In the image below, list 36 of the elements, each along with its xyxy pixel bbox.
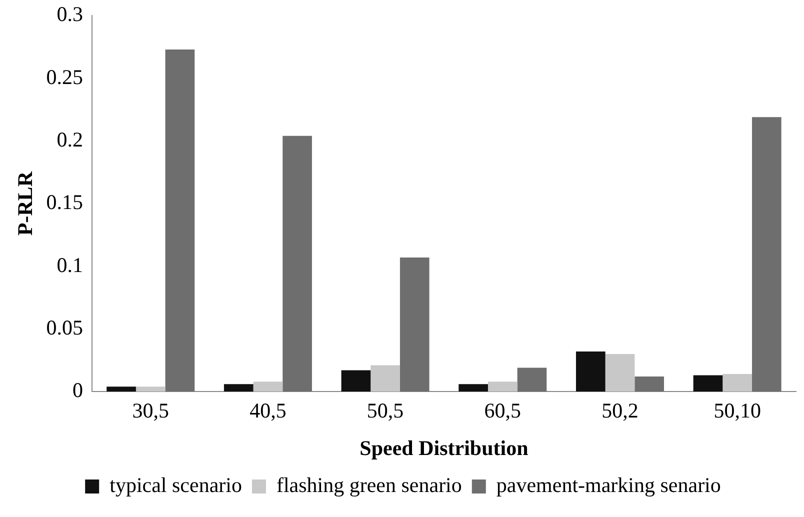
x-tick-label: 50,5 bbox=[366, 398, 404, 423]
y-tick-label: 0.15 bbox=[46, 190, 83, 214]
bar bbox=[722, 374, 752, 392]
bar bbox=[136, 386, 166, 392]
x-tick-label: 30,5 bbox=[132, 398, 169, 423]
bar bbox=[576, 351, 606, 392]
bar bbox=[605, 354, 635, 392]
bar bbox=[458, 384, 488, 392]
bar bbox=[165, 49, 195, 392]
bar bbox=[370, 365, 400, 392]
bar bbox=[517, 368, 547, 392]
legend-label: flashing green senario bbox=[276, 473, 462, 498]
y-tick-label: 0.3 bbox=[56, 2, 83, 26]
y-tick-label: 0.1 bbox=[56, 252, 83, 277]
bar bbox=[693, 375, 723, 392]
y-tick-label: 0.25 bbox=[46, 64, 83, 89]
bar bbox=[400, 257, 430, 392]
x-tick-label: 50,10 bbox=[714, 398, 761, 423]
x-axis-title: Speed Distribution bbox=[360, 436, 529, 460]
y-tick-label: 0 bbox=[72, 378, 83, 402]
y-tick-label: 0.05 bbox=[46, 315, 83, 340]
bar bbox=[634, 376, 664, 392]
bar bbox=[341, 370, 371, 392]
bar bbox=[224, 384, 254, 392]
y-tick-label: 0.2 bbox=[56, 127, 83, 152]
bar bbox=[752, 117, 782, 392]
y-axis-title: P-RLR bbox=[13, 170, 38, 236]
bar bbox=[282, 136, 312, 392]
x-tick-label: 60,5 bbox=[484, 398, 522, 423]
x-tick-label: 50,2 bbox=[602, 398, 638, 423]
bar bbox=[488, 382, 518, 392]
legend-label: pavement-marking senario bbox=[496, 473, 721, 498]
bar bbox=[253, 382, 283, 392]
legend-label: typical scenario bbox=[110, 473, 242, 498]
x-tick-label: 40,5 bbox=[250, 398, 286, 423]
bar bbox=[106, 386, 136, 392]
